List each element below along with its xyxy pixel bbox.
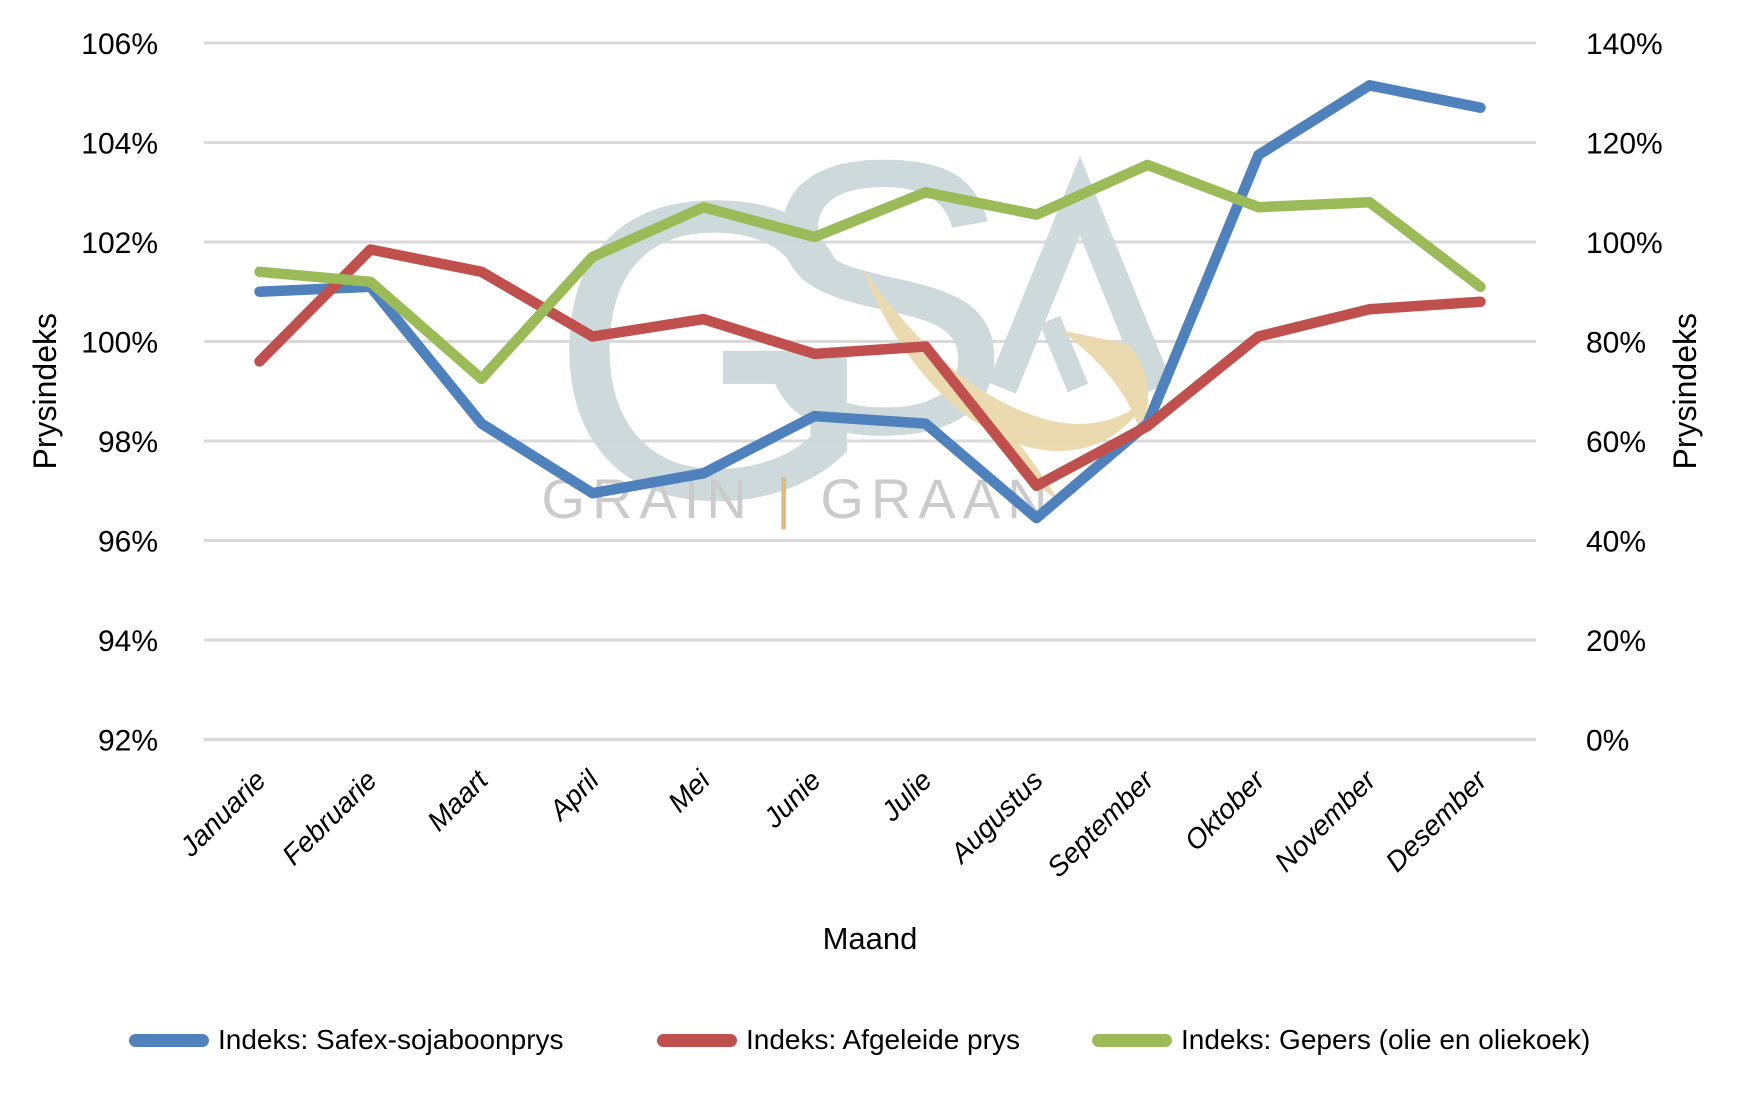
legend-item-safex: Indeks: Safex-sojaboonprys [129,1018,564,1062]
legend-label-safex: Indeks: Safex-sojaboonprys [218,1024,564,1055]
y-right-tick-label: 60% [1586,426,1646,459]
legend-swatch-safex [129,1033,209,1047]
legend-item-gepers: Indeks: Gepers (olie en oliekoek) [1092,1018,1590,1062]
x-tick-label: Junie [757,764,827,834]
x-tick-label: September [1041,763,1161,883]
y-axis-title-left: Prysindeks [22,43,68,740]
y-left-tick-label: 102% [81,227,158,260]
watermark-swoosh-tip [1060,330,1149,432]
legend-swatch-afgeleide [657,1033,737,1047]
y-right-tick-label: 0% [1586,725,1629,758]
watermark-text: GRAIN | GRAAN [541,467,1054,530]
y-axis-title-right: Prysindeks [1662,43,1708,740]
watermark-letter-a-inner [1039,315,1089,393]
y-left-tick-label: 96% [98,526,158,559]
y-left-tick-label: 104% [81,128,158,161]
series-line-1 [254,244,1486,492]
x-tick-label: Januarie [173,764,272,863]
y-left-tick-label: 100% [81,327,158,360]
y-right-tick-label: 40% [1586,526,1646,559]
legend-label-afgeleide: Indeks: Afgeleide prys [746,1024,1020,1055]
x-tick-label: Februarie [276,764,383,871]
x-tick-label: April [542,764,605,827]
x-tick-label: Augustus [943,764,1049,870]
series-line-2 [254,159,1486,385]
y-right-tick-label: 120% [1586,128,1663,161]
y-right-tick-label: 80% [1586,327,1646,360]
y-right-tick-label: 20% [1586,625,1646,658]
y-axis-title-right-text: Prysindeks [1666,313,1703,470]
y-left-tick-label: 106% [81,28,158,61]
x-axis-title: Maand [822,921,918,956]
legend-label-gepers: Indeks: Gepers (olie en oliekoek) [1181,1024,1591,1055]
x-tick-label: Mei [662,764,716,818]
y-right-tick-label: 100% [1586,227,1663,260]
legend: Indeks: Safex-sojaboonprys Indeks: Afgel… [0,1018,1754,1068]
watermark-swoosh [862,268,1148,452]
x-tick-label: Julie [874,764,937,827]
x-tick-label: Desember [1379,763,1493,877]
x-tick-label: Oktober [1178,763,1272,857]
legend-swatch-gepers [1092,1033,1172,1047]
x-tick-label: Maart [421,763,494,836]
legend-item-afgeleide: Indeks: Afgeleide prys [657,1018,1020,1062]
x-tick-label: November [1268,763,1382,877]
y-left-tick-label: 92% [98,725,158,758]
y-left-tick-label: 94% [98,625,158,658]
y-right-tick-label: 140% [1586,28,1663,61]
y-left-tick-label: 98% [98,426,158,459]
series-line-0 [254,80,1486,524]
y-axis-title-left-text: Prysindeks [26,313,63,470]
